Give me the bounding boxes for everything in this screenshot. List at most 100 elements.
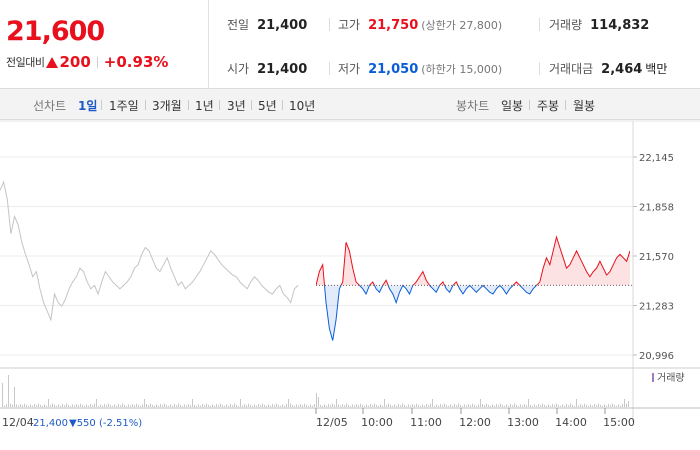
volume-bar [124,404,125,407]
volume-bar [62,404,63,407]
volume-bar [550,405,551,407]
volume-bar [344,405,345,407]
lower-limit: (하한가 15,000) [421,63,503,76]
volume-bar [100,404,101,407]
volume-bar [606,405,607,407]
volume-bar [346,403,347,407]
volume-bar [526,405,527,407]
volume-bar [272,404,273,407]
candle-weekly[interactable]: 주봉 [537,99,560,113]
candle-chart-title: 봉차트 [456,99,490,113]
volume-bar [220,403,221,407]
volume-bar [50,405,51,407]
y-axis-labels: 22,145 21,858 21,570 21,283 20,996 [639,153,674,362]
volume-bar [292,404,293,407]
x-tick-label: 12:00 [459,416,491,429]
volume-bar [568,405,569,407]
volume-bar [430,403,431,407]
volume-bar [342,404,343,407]
volume-bar [576,399,577,407]
volume-bar [506,404,507,407]
volume-bar [446,404,447,407]
stat-prev-close: 전일 21,400 [227,16,307,33]
volume-bar [540,405,541,407]
volume-bar [616,406,617,407]
candle-daily[interactable]: 일봉 [501,99,524,113]
x-tick-label: 14:00 [555,416,587,429]
open-label: 시가 [227,62,250,76]
volume-bar [542,403,543,407]
volume-bar [146,404,147,407]
x-tick-label: 10:00 [361,416,393,429]
volume-bar [564,405,565,407]
volume-bar [246,405,247,407]
change-label: 전일대비 [6,56,45,69]
prev-day-close: 21,400 [33,418,68,429]
volume-bar [194,404,195,407]
volume-bar [142,404,143,407]
volume-bar [404,404,405,407]
volume-bar [572,404,573,407]
volume-bar [496,404,497,407]
candle-monthly[interactable]: 월봉 [573,99,596,113]
volume-bar [532,406,533,407]
volume-bar [338,404,339,407]
period-3y[interactable]: 3년 [227,99,246,113]
volume-bar [218,405,219,407]
volume-bar [608,404,609,407]
volume-bar [566,404,567,407]
volume-bar [556,403,557,407]
volume-bar [180,404,181,407]
volume-bar [134,405,135,407]
volume-bar [70,406,71,407]
volume-bar [516,404,517,407]
volume-bar [38,403,39,407]
period-1w[interactable]: 1주일 [109,99,139,113]
volume-bar [624,399,625,407]
volume-bar [164,403,165,407]
volume-bar [468,404,469,407]
volume-bar [600,404,601,407]
volume-bar [184,404,185,407]
volume-bar [260,405,261,407]
volume-bar [10,403,11,407]
volume-bar [584,403,585,407]
line-chart-title: 선차트 [33,99,67,113]
price-chart[interactable]: 22,145 21,858 21,570 21,283 20,996 12/04 21,4… [0,120,700,450]
period-1d[interactable]: 1일 [78,99,98,113]
volume-bar [154,406,155,407]
volume-bar [478,404,479,407]
volume-bar [492,404,493,407]
volume-bar [594,404,595,407]
period-10y[interactable]: 10년 [289,99,316,113]
volume-bar [82,404,83,407]
volume-bar [328,404,329,407]
period-1y[interactable]: 1년 [195,99,214,113]
volume-bar [482,404,483,407]
volume-bar [530,404,531,407]
volume-bar [552,404,553,407]
volume-bar [462,406,463,407]
price-change: 전일대비 200 +0.93% [6,53,168,71]
volume-bar [116,405,117,407]
open-value: 21,400 [257,62,308,77]
volume-bar [212,404,213,407]
volume-bar [128,404,129,407]
volume-bar [58,404,59,407]
volume-bar [204,405,205,407]
volume-bar [508,405,509,407]
volume-bar [96,399,97,407]
period-5y[interactable]: 5년 [258,99,277,113]
volume-bar [144,399,145,407]
divider [329,62,330,75]
volume-bar [534,404,535,407]
volume-bar [590,404,591,407]
volume-bar [306,404,307,407]
today-line-down [316,285,538,341]
volume-bar [442,405,443,407]
volume-bar [470,405,471,407]
volume-bar [90,404,91,407]
chart-grid [0,120,700,422]
period-3m[interactable]: 3개월 [152,99,182,113]
volume-bar [54,404,55,407]
